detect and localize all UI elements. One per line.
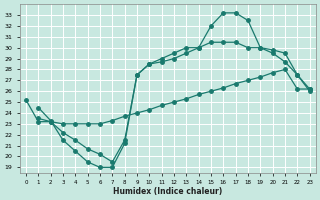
- X-axis label: Humidex (Indice chaleur): Humidex (Indice chaleur): [113, 187, 222, 196]
